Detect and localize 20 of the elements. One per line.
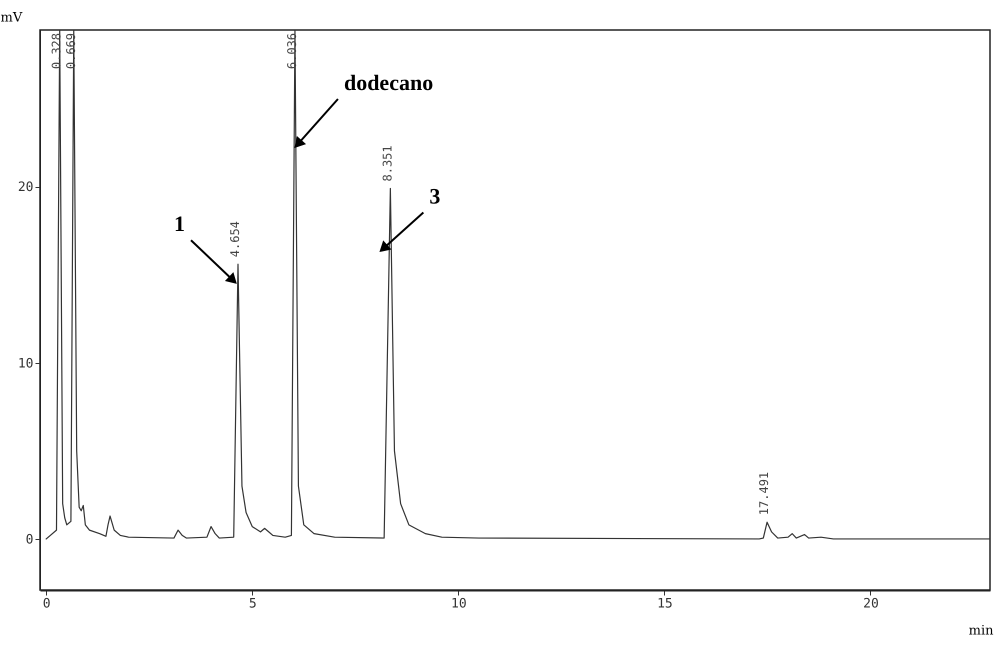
y-tick-label: 20 (18, 180, 34, 196)
annotation: 17.491 (757, 472, 772, 516)
line-series (46, 30, 990, 540)
annotation: 1 (174, 211, 185, 236)
x-tick-label: 15 (657, 596, 673, 612)
y-tick-label: 10 (18, 356, 34, 372)
x-tick-label: 10 (451, 596, 467, 612)
annotation: 6.036 (284, 33, 299, 70)
annotation: 3 (429, 183, 440, 208)
x-tick-label: 20 (863, 596, 879, 612)
annotation: 4.654 (228, 221, 242, 258)
annotation: 8.351 (380, 145, 394, 182)
y-tick-label: 0 (26, 532, 34, 548)
x-tick-label: 5 (248, 596, 257, 612)
annotation: 0.669 (64, 33, 78, 70)
x-axis-title: min (968, 624, 994, 638)
x-tick-label: 0 (42, 596, 51, 612)
annotation: dodecano (344, 70, 434, 95)
annotation: 0.328 (50, 33, 64, 70)
y-axis-title: mV (0, 10, 23, 26)
